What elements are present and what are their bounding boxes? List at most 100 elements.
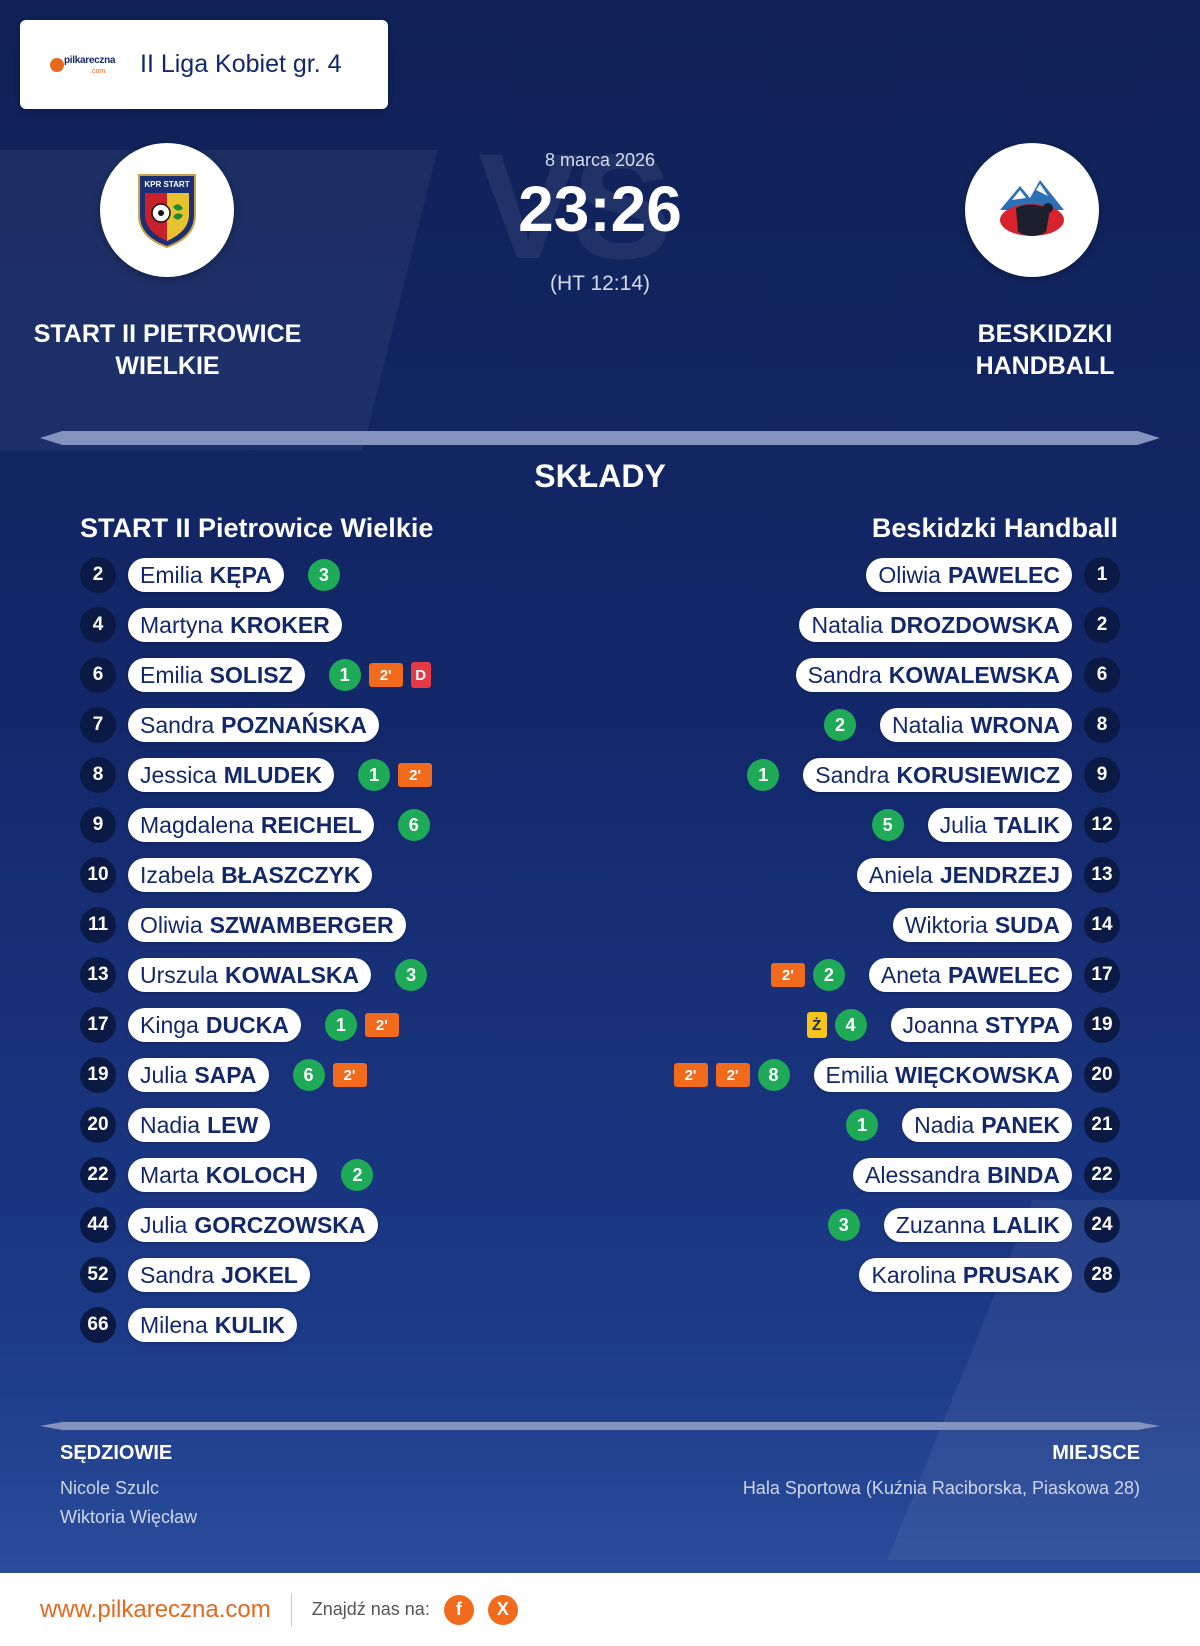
pilkareczna-logo: pilkareczna .com: [50, 52, 122, 78]
player-name: Jessica MLUDEK: [128, 758, 335, 792]
last-name: PAWELEC: [947, 561, 1060, 588]
first-name: Emilia: [825, 1061, 889, 1088]
league-name: II Liga Kobiet gr. 4: [140, 50, 342, 78]
first-name: Aniela: [868, 861, 933, 888]
player-name: Aneta PAWELEC: [868, 958, 1072, 992]
x-icon[interactable]: X: [487, 1594, 518, 1625]
player-name: Sandra KORUSIEWICZ: [803, 758, 1072, 792]
player-row: 6 Emilia SOLISZ 1 2' D: [80, 657, 435, 693]
player-stats: 5: [868, 809, 908, 841]
first-name: Julia: [140, 1061, 188, 1088]
section-title: SKŁADY: [534, 458, 666, 494]
player-name: Nadia PANEK: [902, 1108, 1072, 1142]
player-stats: 1: [743, 759, 783, 791]
jersey-number: 21: [1084, 1107, 1120, 1143]
first-name: Oliwia: [878, 561, 941, 588]
goals-badge: 2: [823, 709, 856, 741]
last-name: KOWALEWSKA: [888, 661, 1060, 688]
two-minute-penalty: 2': [673, 1063, 708, 1087]
jersey-number: 7: [80, 707, 116, 743]
player-name: Sandra POZNAŃSKA: [128, 708, 379, 742]
goals-badge: 1: [328, 659, 361, 691]
last-name: GORCZOWSKA: [194, 1211, 366, 1238]
last-name: POZNAŃSKA: [221, 711, 367, 738]
player-row: 13 Urszula KOWALSKA 3: [80, 957, 431, 993]
player-name: Oliwia SZWAMBERGER: [128, 908, 406, 942]
divider: [40, 1422, 1160, 1430]
player-name: Julia GORCZOWSKA: [128, 1208, 378, 1242]
away-team-name: BESKIDZKI HANDBALL: [975, 320, 1115, 380]
last-name: LALIK: [992, 1211, 1060, 1238]
goals-badge: 5: [871, 809, 904, 841]
away-team-logo: [965, 143, 1099, 277]
jersey-number: 4: [80, 607, 116, 643]
jersey-number: 22: [1084, 1157, 1120, 1193]
player-row: 52 Sandra JOKEL: [80, 1257, 310, 1293]
player-row: 28 Karolina PRUSAK: [859, 1257, 1120, 1293]
jersey-number: 14: [1084, 907, 1120, 943]
player-name: Karolina PRUSAK: [859, 1258, 1072, 1292]
player-name: Wiktoria SUDA: [892, 908, 1072, 942]
player-row: 2 Emilia KĘPA 3: [80, 557, 344, 593]
goals-badge: 3: [395, 959, 428, 991]
first-name: Natalia: [891, 711, 964, 738]
website-link[interactable]: www.pilkareczna.com: [40, 1595, 271, 1623]
goals-badge: 8: [757, 1059, 790, 1091]
venue-text: Hala Sportowa (Kuźnia Raciborska, Piasko…: [742, 1478, 1140, 1498]
player-row: 10 Izabela BŁASZCZYK: [80, 857, 373, 893]
player-row: 24 Zuzanna LALIK 3: [824, 1207, 1120, 1243]
last-name: SZWAMBERGER: [209, 911, 394, 938]
last-name: BŁASZCZYK: [221, 861, 361, 888]
jersey-number: 52: [80, 1257, 116, 1293]
first-name: Sandra: [815, 761, 890, 788]
goals-badge: 1: [358, 759, 391, 791]
jersey-number: 6: [1084, 657, 1120, 693]
two-minute-penalty: 2': [332, 1063, 367, 1087]
home-team-name: START II PIETROWICE WIELKIE: [33, 320, 302, 380]
player-row: 17 Aneta PAWELEC 2' 2: [767, 957, 1120, 993]
league-header: pilkareczna .com II Liga Kobiet gr. 4: [20, 20, 388, 109]
two-minute-penalty: 2': [368, 663, 403, 687]
goals-badge: 2: [341, 1159, 374, 1191]
goals-badge: 1: [747, 759, 780, 791]
facebook-icon[interactable]: f: [443, 1594, 474, 1625]
player-name: Alessandra BINDA: [853, 1158, 1072, 1192]
player-row: 7 Sandra POZNAŃSKA: [80, 707, 379, 743]
player-row: 4 Martyna KROKER: [80, 607, 342, 643]
jersey-number: 13: [1084, 857, 1120, 893]
jersey-number: 10: [80, 857, 116, 893]
player-name: Sandra JOKEL: [128, 1258, 310, 1292]
yellow-card: Ż: [806, 1012, 827, 1038]
player-name: Magdalena REICHEL: [128, 808, 374, 842]
first-name: Magdalena: [140, 811, 254, 838]
player-stats: 2: [820, 709, 860, 741]
last-name: SUDA: [994, 911, 1060, 938]
last-name: SAPA: [194, 1061, 257, 1088]
goals-badge: 4: [834, 1009, 867, 1041]
player-row: 11 Oliwia SZWAMBERGER: [80, 907, 406, 943]
vs-watermark: VS: [478, 122, 672, 290]
first-name: Zuzanna: [895, 1211, 986, 1238]
jersey-number: 9: [80, 807, 116, 843]
first-name: Emilia: [140, 561, 203, 588]
two-minute-penalty: 2': [364, 1013, 399, 1037]
first-name: Alessandra: [865, 1161, 981, 1188]
player-stats: 1 2': [321, 1009, 403, 1041]
player-row: 21 Nadia PANEK 1: [842, 1107, 1120, 1143]
find-us-label: Znajdź nas na:: [311, 1599, 430, 1619]
jersey-number: 66: [80, 1307, 116, 1343]
first-name: Sandra: [140, 711, 215, 738]
jersey-number: 17: [80, 1007, 116, 1043]
first-name: Julia: [939, 811, 987, 838]
jersey-number: 22: [80, 1157, 116, 1193]
player-row: 20 Emilia WIĘCKOWSKA 2' 2' 8: [670, 1057, 1120, 1093]
first-name: Sandra: [807, 661, 882, 688]
last-name: STYPA: [985, 1011, 1060, 1038]
two-minute-penalty: 2': [715, 1063, 750, 1087]
last-name: PRUSAK: [962, 1261, 1060, 1288]
first-name: Urszula: [140, 961, 218, 988]
player-name: Oliwia PAWELEC: [866, 558, 1072, 592]
first-name: Sandra: [140, 1261, 215, 1288]
player-stats: 1 2' D: [325, 659, 435, 691]
